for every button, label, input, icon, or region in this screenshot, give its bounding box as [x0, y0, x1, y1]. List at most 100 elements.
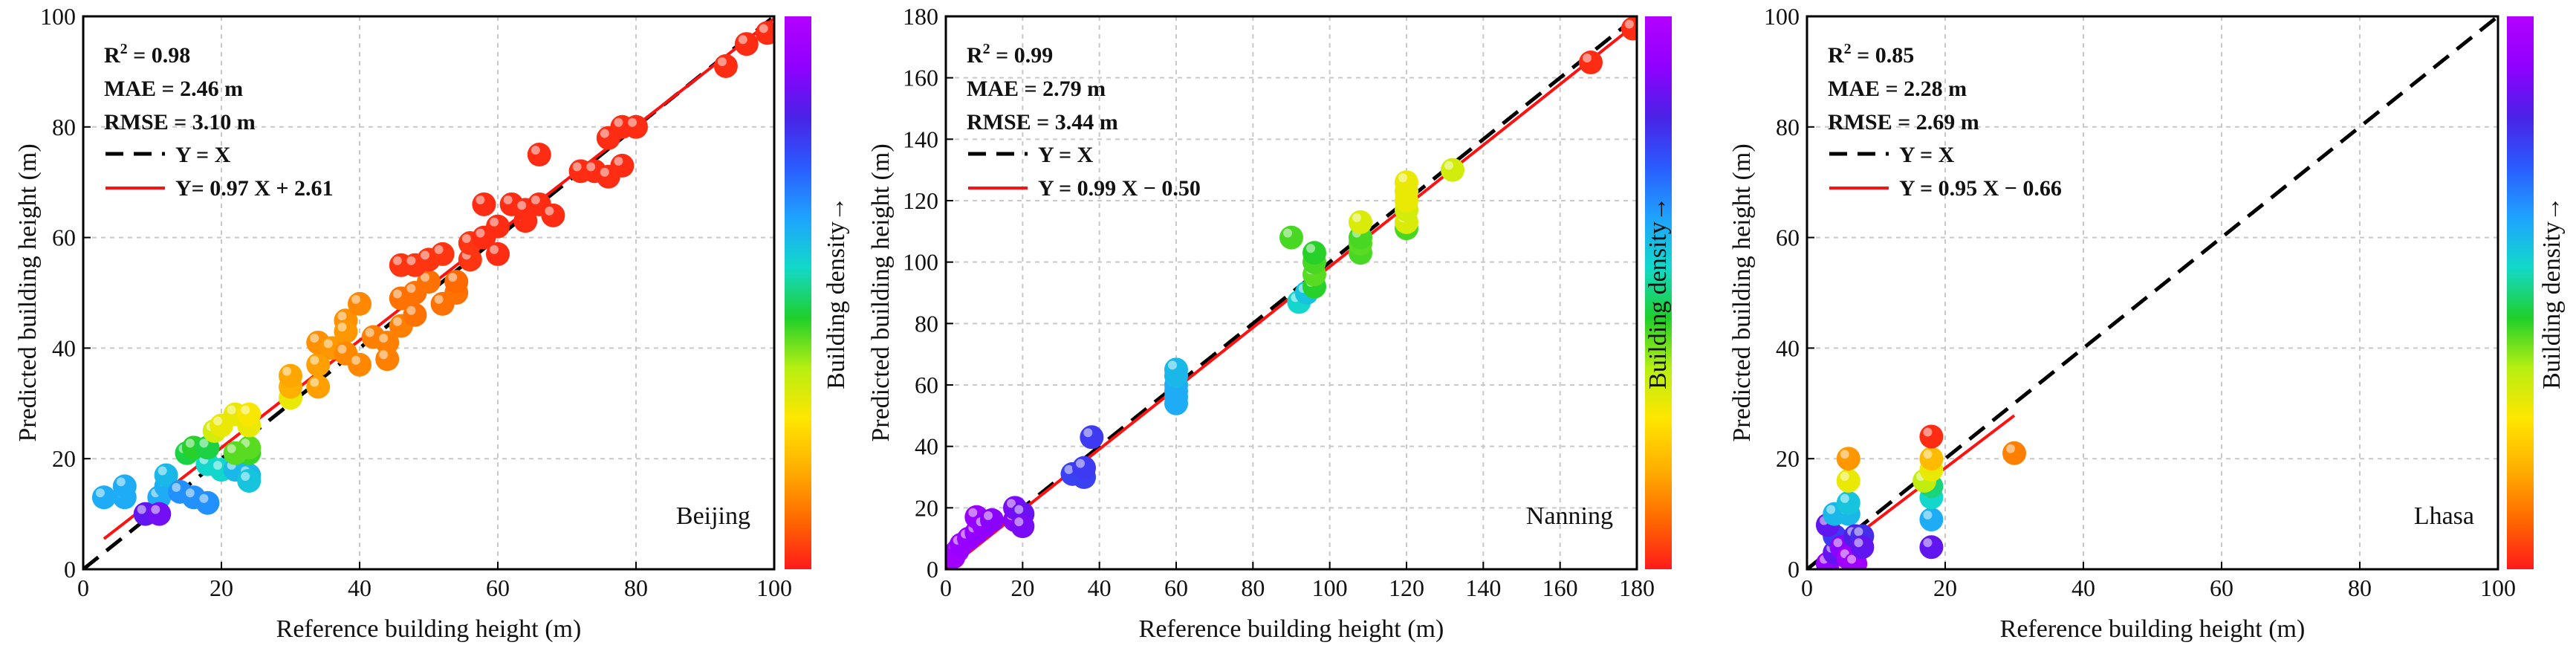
plot-frame-nanning [944, 15, 1638, 571]
x-tick-label-nanning: 120 [1389, 574, 1424, 601]
y-tick-label-beijing: 100 [40, 3, 76, 30]
rmse-lhasa: RMSE = 2.69 m [1828, 110, 1979, 135]
data-point-beijing [527, 143, 551, 166]
data-point-beijing [237, 468, 262, 493]
y-tick-label-lhasa: 100 [1764, 3, 1800, 30]
data-point-beijing [237, 402, 262, 427]
city-label-nanning: Nanning [1526, 502, 1613, 530]
y-tick-label-beijing: 20 [52, 445, 76, 472]
data-point-beijing [112, 474, 137, 499]
data-point-beijing [154, 463, 178, 488]
data-point-beijing [713, 54, 738, 78]
data-point-beijing [306, 375, 331, 399]
data-point-lhasa [1919, 424, 1944, 449]
ylabel-nanning: Predicted building height (m) [867, 143, 895, 441]
data-point-lhasa [1919, 535, 1944, 560]
data-point-beijing [375, 347, 400, 372]
colorbar-label-beijing: Building density→ [823, 196, 850, 389]
data-point-beijing [541, 203, 565, 227]
colorbar-label-nanning: Building density→ [1644, 196, 1672, 389]
legend-fit-beijing: Y= 0.97 X + 2.61 [175, 176, 334, 201]
colorbar-beijing [785, 16, 811, 569]
data-point-beijing [223, 441, 247, 465]
legend-fit-lhasa: Y = 0.95 X − 0.66 [1899, 176, 2062, 201]
x-tick-label-beijing: 100 [756, 574, 792, 601]
x-tick-label-nanning: 0 [940, 574, 952, 601]
data-point-beijing [91, 485, 116, 510]
legend-identity-lhasa: Y = X [1899, 143, 1955, 167]
panel-beijing: 0 20 40 60 80 100 0 20 40 60 80 100 R2 = 0.98 MAE =… [14, 3, 811, 643]
x-tick-label-nanning: 40 [1088, 574, 1112, 601]
data-point-nanning [1349, 210, 1372, 234]
x-tick-label-beijing: 60 [486, 574, 510, 601]
data-point-nanning [1395, 170, 1418, 195]
data-point-lhasa [1836, 490, 1860, 515]
data-point-beijing [195, 490, 220, 515]
colorbar-label-lhasa: Building density→ [2538, 196, 2566, 389]
x-tick-label-lhasa: 0 [1801, 574, 1813, 601]
mae-beijing: MAE = 2.46 m [104, 77, 243, 101]
points-beijing [91, 21, 774, 526]
data-point-lhasa [1850, 535, 1875, 560]
data-point-beijing [348, 291, 372, 316]
x-tick-label-lhasa: 80 [2348, 574, 2372, 601]
y-tick-label-beijing: 80 [52, 114, 76, 140]
x-tick-label-beijing: 40 [348, 574, 372, 601]
r2-nanning: R2 = 0.99 [967, 41, 1053, 68]
ticks-lhasa: 0 20 40 60 80 100 0 20 40 60 80 100 [1764, 3, 2516, 601]
y-tick-label-lhasa: 20 [1776, 445, 1800, 472]
colorbar-lhasa [2507, 16, 2534, 569]
data-point-beijing [403, 302, 427, 327]
data-point-beijing [734, 32, 759, 56]
panel-nanning: 0 20 40 60 80 100 120 140 160 180 0 20 40 60 80 100 120 1… [867, 3, 1672, 643]
data-point-beijing [430, 242, 455, 266]
data-point-nanning [1072, 456, 1096, 480]
city-label-lhasa: Lhasa [2414, 502, 2474, 530]
x-tick-label-beijing: 80 [624, 574, 648, 601]
y-tick-label-nanning: 140 [903, 126, 938, 152]
data-point-beijing [486, 214, 510, 239]
points-nanning [946, 16, 1637, 569]
y-tick-label-nanning: 180 [903, 3, 938, 30]
y-tick-label-beijing: 60 [52, 224, 76, 251]
y-tick-label-lhasa: 80 [1776, 114, 1800, 140]
data-point-lhasa [1919, 447, 1944, 471]
legend-identity-beijing: Y = X [175, 143, 231, 167]
y-tick-label-nanning: 0 [927, 556, 938, 583]
legend-fit-nanning: Y = 0.99 X − 0.50 [1038, 176, 1201, 201]
y-tick-label-nanning: 160 [903, 65, 938, 91]
mae-nanning: MAE = 2.79 m [967, 77, 1106, 101]
ylabel-beijing: Predicted building height (m) [14, 143, 42, 441]
xlabel-nanning: Reference building height (m) [1139, 615, 1444, 643]
y-tick-label-beijing: 0 [64, 556, 76, 583]
grid-nanning [946, 16, 1637, 569]
ticks-nanning: 0 20 40 60 80 100 120 140 160 180 0 20 40 60 80 100 120 1… [903, 3, 1655, 601]
panel-lhasa: 0 20 40 60 80 100 0 20 40 60 80 100 R2 = 0.85 MAE =… [1728, 3, 2566, 643]
y-tick-label-lhasa: 60 [1776, 224, 1800, 251]
y-tick-label-nanning: 80 [915, 310, 938, 337]
ylabel-lhasa: Predicted building height (m) [1728, 143, 1756, 441]
data-point-nanning [1302, 241, 1326, 265]
x-tick-label-beijing: 0 [77, 574, 89, 601]
x-tick-label-nanning: 180 [1619, 574, 1655, 601]
x-tick-label-lhasa: 100 [2480, 574, 2516, 601]
ticks-beijing: 0 20 40 60 80 100 0 20 40 60 80 100 [40, 3, 792, 601]
data-point-lhasa [1836, 447, 1860, 471]
x-tick-label-lhasa: 60 [2210, 574, 2233, 601]
y-tick-label-nanning: 40 [915, 433, 938, 460]
x-tick-label-nanning: 160 [1542, 574, 1578, 601]
rmse-nanning: RMSE = 3.44 m [967, 110, 1118, 135]
grid-lhasa [1807, 16, 2498, 569]
y-tick-label-nanning: 60 [915, 372, 938, 398]
r2-beijing: R2 = 0.98 [104, 41, 190, 68]
data-point-beijing [147, 502, 172, 526]
data-point-nanning [1080, 425, 1104, 450]
data-point-beijing [375, 330, 400, 354]
legend-identity-nanning: Y = X [1038, 143, 1094, 167]
city-label-beijing: Beijing [676, 502, 750, 530]
data-point-lhasa [2002, 441, 2026, 465]
data-point-beijing [444, 270, 469, 294]
data-point-nanning [1164, 357, 1188, 382]
data-point-beijing [306, 352, 331, 377]
